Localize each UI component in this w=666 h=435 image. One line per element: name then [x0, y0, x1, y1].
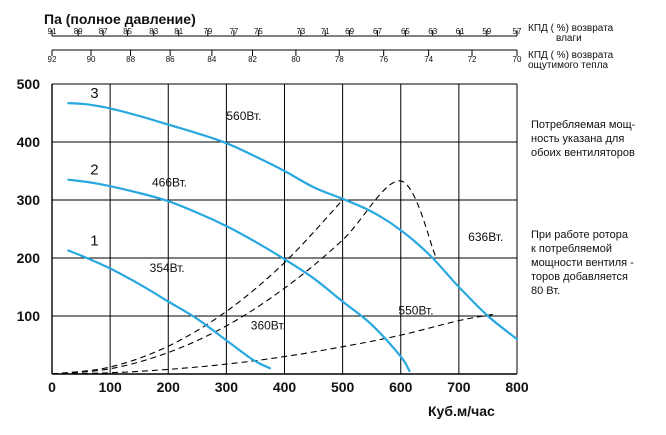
power-note-line: ность указана для [531, 133, 625, 145]
y-tick-label: 300 [17, 192, 41, 208]
x-tick-label: 500 [331, 379, 355, 395]
moisture-scale-label: 89 [74, 27, 83, 36]
moisture-scale-label: 77 [229, 27, 238, 36]
heat-scale-label: 86 [166, 55, 175, 64]
moisture-scale-label: 69 [345, 27, 354, 36]
x-tick-label: 200 [157, 379, 181, 395]
fan-curve-1 [67, 249, 272, 370]
moisture-scale-label: 67 [373, 27, 382, 36]
moisture-scale-label: 87 [99, 27, 108, 36]
power-annotation: 560Вт. [226, 109, 261, 123]
y-tick-label: 100 [17, 308, 41, 324]
x-tick-label: 700 [447, 379, 471, 395]
moisture-scale-label: 85 [123, 27, 132, 36]
axes: 0 100 200 300 400 500 600 700 800 100 200 300 400 500 [17, 76, 529, 395]
moisture-scale-label: 61 [456, 27, 465, 36]
moisture-scale-label: 75 [254, 27, 263, 36]
heat-scale-label: 90 [87, 55, 96, 64]
power-annotation: 360Вт. [251, 318, 286, 332]
moisture-scale-label: 59 [482, 27, 491, 36]
scale-legend-text: ощутимого тепла [528, 60, 609, 71]
rotor-note-line: При работе ротора [531, 229, 628, 241]
moisture-scale-label: 83 [149, 27, 158, 36]
annotations: 560Вт. 466Вт. 354Вт. 360Вт. 550Вт. 636Вт. [150, 109, 504, 332]
heat-scale-label: 80 [291, 55, 300, 64]
heat-scale-label: 84 [207, 55, 216, 64]
moisture-scale-label: 79 [203, 27, 212, 36]
scale-legend-text: КПД ( %) возврата [528, 50, 614, 61]
heat-scale-label: 82 [248, 55, 257, 64]
x-tick-label: 600 [389, 379, 413, 395]
scale-legend-text: КПД ( %) возврата [528, 23, 614, 34]
system-curve [51, 180, 437, 375]
efficiency-scales: 91 89 87 85 83 81 79 77 75 73 71 69 67 65 63 61 59 57 92 90… [48, 23, 614, 71]
x-axis-label: Куб.м/час [428, 403, 495, 419]
moisture-scale-label: 73 [296, 27, 305, 36]
moisture-scale-label: 65 [401, 27, 410, 36]
system-curves [51, 180, 494, 375]
power-note-line: Потребляемая мощ- [531, 119, 636, 131]
y-tick-label: 500 [17, 76, 41, 92]
rotor-note: При работе ротора к потребляемой мощност… [531, 228, 663, 298]
power-annotation: 354Вт. [150, 261, 185, 275]
fan-curve-2 [67, 178, 411, 373]
power-annotation: 550Вт. [398, 303, 433, 317]
heat-scale-label: 74 [424, 55, 433, 64]
moisture-scale-label: 81 [174, 27, 183, 36]
heat-scale-label: 88 [126, 55, 135, 64]
heat-scale-label: 70 [513, 55, 522, 64]
heat-scale-label: 72 [468, 55, 477, 64]
moisture-scale-label: 63 [428, 27, 437, 36]
heat-scale-label: 92 [48, 55, 57, 64]
x-tick-label: 100 [98, 379, 122, 395]
moisture-scale-label: 57 [513, 27, 522, 36]
moisture-scale-label: 91 [48, 27, 57, 36]
rotor-note-line: мощности вентиля - [531, 257, 634, 269]
x-tick-label: 400 [273, 379, 297, 395]
power-annotation: 636Вт. [468, 230, 503, 244]
heat-scale-label: 76 [379, 55, 388, 64]
power-note: Потребляемая мощ- ность указана для обои… [531, 118, 663, 160]
rotor-note-line: торов добавляется [531, 271, 628, 283]
x-tick-label: 0 [48, 379, 56, 395]
x-tick-label: 300 [215, 379, 239, 395]
power-annotation: 466Вт. [152, 176, 187, 190]
system-curve [51, 313, 494, 375]
fan-curve-number-label: 1 [90, 232, 98, 249]
rotor-note-line: 80 Вт. [531, 285, 561, 297]
fan-curve-number-label: 3 [90, 85, 98, 102]
chart-title: Па (полное давление) [44, 11, 196, 27]
power-note-line: обоих вентиляторов [531, 147, 635, 159]
fan-curve-3 [67, 102, 519, 341]
scale-legend-text: влаги [556, 33, 582, 44]
moisture-scale-label: 71 [321, 27, 330, 36]
fan-curves: 1 2 3 [67, 85, 519, 373]
y-tick-label: 200 [17, 250, 41, 266]
x-tick-label: 800 [505, 379, 529, 395]
heat-scale-label: 78 [335, 55, 344, 64]
rotor-note-line: к потребляемой [531, 243, 612, 255]
fan-curve-number-label: 2 [90, 162, 98, 179]
system-curve [51, 199, 344, 375]
y-tick-label: 400 [17, 134, 41, 150]
